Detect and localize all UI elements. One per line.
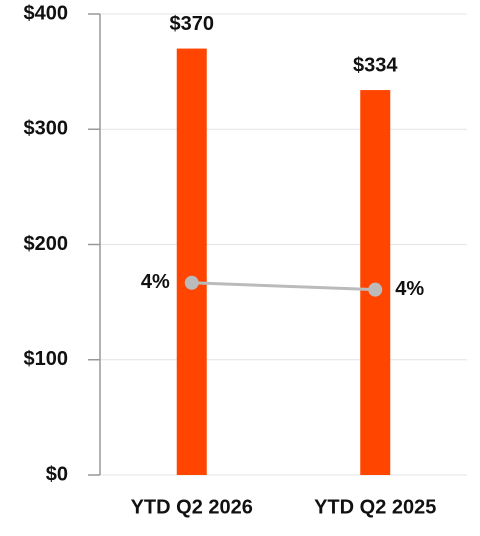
x-tick-label: YTD Q2 2025 xyxy=(314,496,436,518)
x-tick-label: YTD Q2 2026 xyxy=(131,496,253,518)
line-point xyxy=(368,282,383,297)
bar xyxy=(176,48,207,475)
y-tick-label: $0 xyxy=(46,463,68,485)
y-tick-label: $400 xyxy=(24,2,69,24)
bar xyxy=(360,90,391,475)
y-tick-label: $200 xyxy=(24,233,69,255)
bar-value-label: $334 xyxy=(353,54,398,76)
line-value-label: 4% xyxy=(141,271,170,293)
y-tick-label: $100 xyxy=(24,348,69,370)
y-tick-label: $300 xyxy=(24,118,69,140)
line-value-label: 4% xyxy=(395,278,424,300)
line-point xyxy=(184,275,199,290)
bar-value-label: $370 xyxy=(170,13,215,35)
line xyxy=(191,281,376,292)
